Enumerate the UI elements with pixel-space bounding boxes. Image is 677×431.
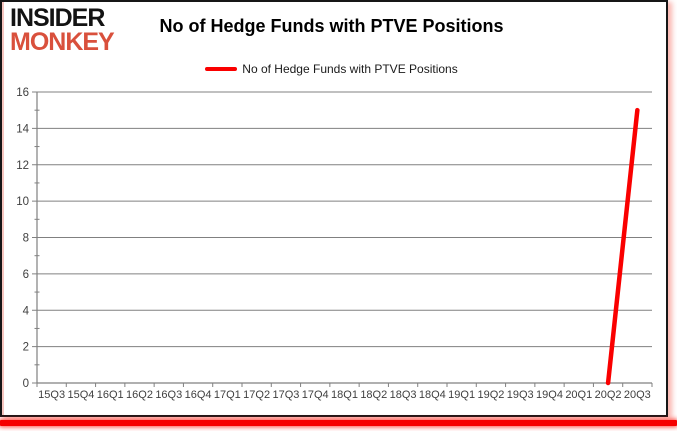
svg-text:2: 2: [23, 342, 29, 354]
svg-text:20Q2: 20Q2: [595, 389, 622, 401]
chart-frame: [0, 0, 668, 417]
svg-text:10: 10: [16, 196, 29, 208]
logo-monkey: MONKEY: [10, 28, 115, 56]
svg-text:17Q3: 17Q3: [272, 389, 299, 401]
svg-text:15Q4: 15Q4: [67, 389, 94, 401]
svg-text:12: 12: [16, 160, 29, 172]
svg-text:8: 8: [23, 233, 29, 245]
svg-text:14: 14: [16, 123, 29, 135]
insider-monkey-logo: INSIDER MONKEY: [10, 4, 115, 56]
red-bottom-bar: [0, 420, 677, 426]
svg-text:19Q1: 19Q1: [448, 389, 475, 401]
svg-text:19Q3: 19Q3: [507, 389, 534, 401]
svg-text:16Q1: 16Q1: [97, 389, 124, 401]
svg-text:17Q1: 17Q1: [214, 389, 241, 401]
svg-text:20Q1: 20Q1: [565, 389, 592, 401]
svg-text:18Q3: 18Q3: [390, 389, 417, 401]
svg-text:19Q2: 19Q2: [477, 389, 504, 401]
svg-text:16Q3: 16Q3: [155, 389, 182, 401]
svg-text:16Q4: 16Q4: [185, 389, 212, 401]
svg-text:6: 6: [23, 269, 29, 281]
chart-title: No of Hedge Funds with PTVE Positions: [159, 16, 504, 36]
svg-text:16Q2: 16Q2: [126, 389, 153, 401]
svg-text:15Q3: 15Q3: [38, 389, 65, 401]
svg-text:17Q2: 17Q2: [243, 389, 270, 401]
legend-line-icon: [205, 67, 238, 71]
svg-text:0: 0: [23, 378, 29, 390]
svg-text:18Q1: 18Q1: [331, 389, 358, 401]
frame-left-accent: [2, 2, 4, 415]
svg-text:16: 16: [16, 87, 29, 99]
logo-insider: INSIDER: [10, 4, 105, 32]
svg-text:17Q4: 17Q4: [302, 389, 329, 401]
svg-text:18Q4: 18Q4: [419, 389, 446, 401]
svg-text:19Q4: 19Q4: [536, 389, 563, 401]
svg-text:20Q3: 20Q3: [624, 389, 651, 401]
legend: No of Hedge Funds with PTVE Positions: [0, 62, 663, 76]
svg-text:18Q2: 18Q2: [360, 389, 387, 401]
svg-text:4: 4: [23, 305, 30, 317]
legend-label: No of Hedge Funds with PTVE Positions: [242, 62, 458, 76]
